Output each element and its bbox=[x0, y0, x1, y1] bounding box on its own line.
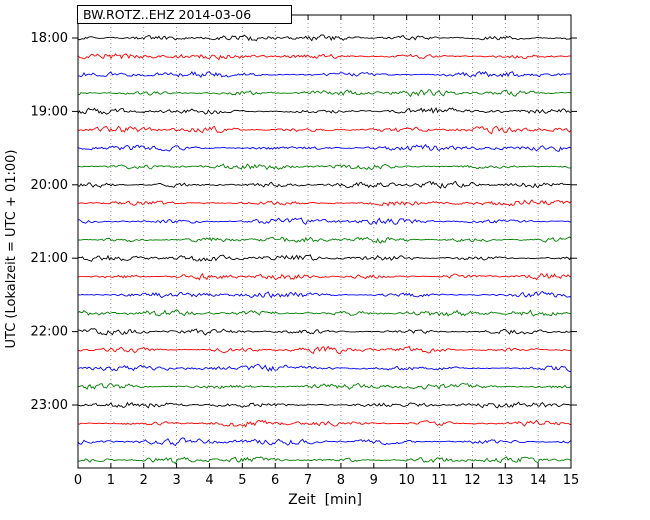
waveform-trace-2015 bbox=[78, 199, 572, 207]
waveform-trace-2315 bbox=[77, 419, 572, 428]
waveform-trace-2330 bbox=[77, 437, 572, 447]
waveform-trace-1830 bbox=[77, 71, 572, 79]
waveform-trace-2215 bbox=[77, 345, 572, 355]
waveform-trace-2230 bbox=[77, 364, 572, 372]
waveform-trace-1915 bbox=[77, 125, 572, 135]
hour-label: 22:00 bbox=[31, 325, 68, 340]
waveform-trace-2200 bbox=[77, 328, 572, 336]
waveform-trace-2000 bbox=[77, 180, 572, 190]
hour-label: 21:00 bbox=[31, 251, 68, 266]
hour-label: 23:00 bbox=[31, 398, 68, 413]
x-tick-label: 3 bbox=[172, 473, 180, 488]
x-tick-label: 7 bbox=[304, 473, 312, 488]
waveform-trace-1815 bbox=[77, 53, 572, 61]
waveform-trace-2345 bbox=[77, 456, 572, 465]
x-axis-label: Zeit [min] bbox=[288, 492, 362, 508]
waveform-trace-2030 bbox=[77, 217, 572, 225]
plot-frame bbox=[77, 14, 572, 469]
x-tick-label: 12 bbox=[464, 473, 481, 488]
waveform-trace-2045 bbox=[78, 236, 572, 244]
waveform-trace-2245 bbox=[77, 382, 572, 390]
x-tick-label: 14 bbox=[530, 473, 547, 488]
hour-label: 20:00 bbox=[31, 178, 68, 193]
hour-label: 18:00 bbox=[31, 31, 68, 46]
waveform-trace-1945 bbox=[77, 163, 572, 171]
waveform-trace-2145 bbox=[77, 309, 572, 317]
y-axis-label: UTC (Lokalzeit = UTC + 01:00) bbox=[4, 149, 19, 349]
waveform-trace-2130 bbox=[77, 290, 572, 299]
x-tick-label: 5 bbox=[238, 473, 246, 488]
waveform-trace-2300 bbox=[77, 401, 572, 409]
x-tick-label: 0 bbox=[74, 473, 82, 488]
waveform-trace-1845 bbox=[77, 89, 572, 98]
x-tick-label: 1 bbox=[107, 473, 115, 488]
waveform-trace-2100 bbox=[77, 254, 572, 262]
x-tick-label: 15 bbox=[563, 473, 580, 488]
x-tick-label: 10 bbox=[398, 473, 415, 488]
waveform-trace-2115 bbox=[77, 272, 572, 281]
x-tick-label: 13 bbox=[497, 473, 514, 488]
x-tick-label: 6 bbox=[271, 473, 279, 488]
waveform-trace-1930 bbox=[77, 143, 572, 152]
x-tick-label: 11 bbox=[431, 473, 448, 488]
hour-label: 19:00 bbox=[31, 104, 68, 119]
x-tick-label: 8 bbox=[337, 473, 345, 488]
x-tick-label: 4 bbox=[205, 473, 213, 488]
x-tick-label: 9 bbox=[370, 473, 378, 488]
waveform-trace-1800 bbox=[77, 34, 572, 42]
x-tick-label: 2 bbox=[140, 473, 148, 488]
plot-title: BW.ROTZ..EHZ 2014-03-06 bbox=[77, 5, 292, 24]
waveform-trace-1900 bbox=[77, 106, 572, 115]
